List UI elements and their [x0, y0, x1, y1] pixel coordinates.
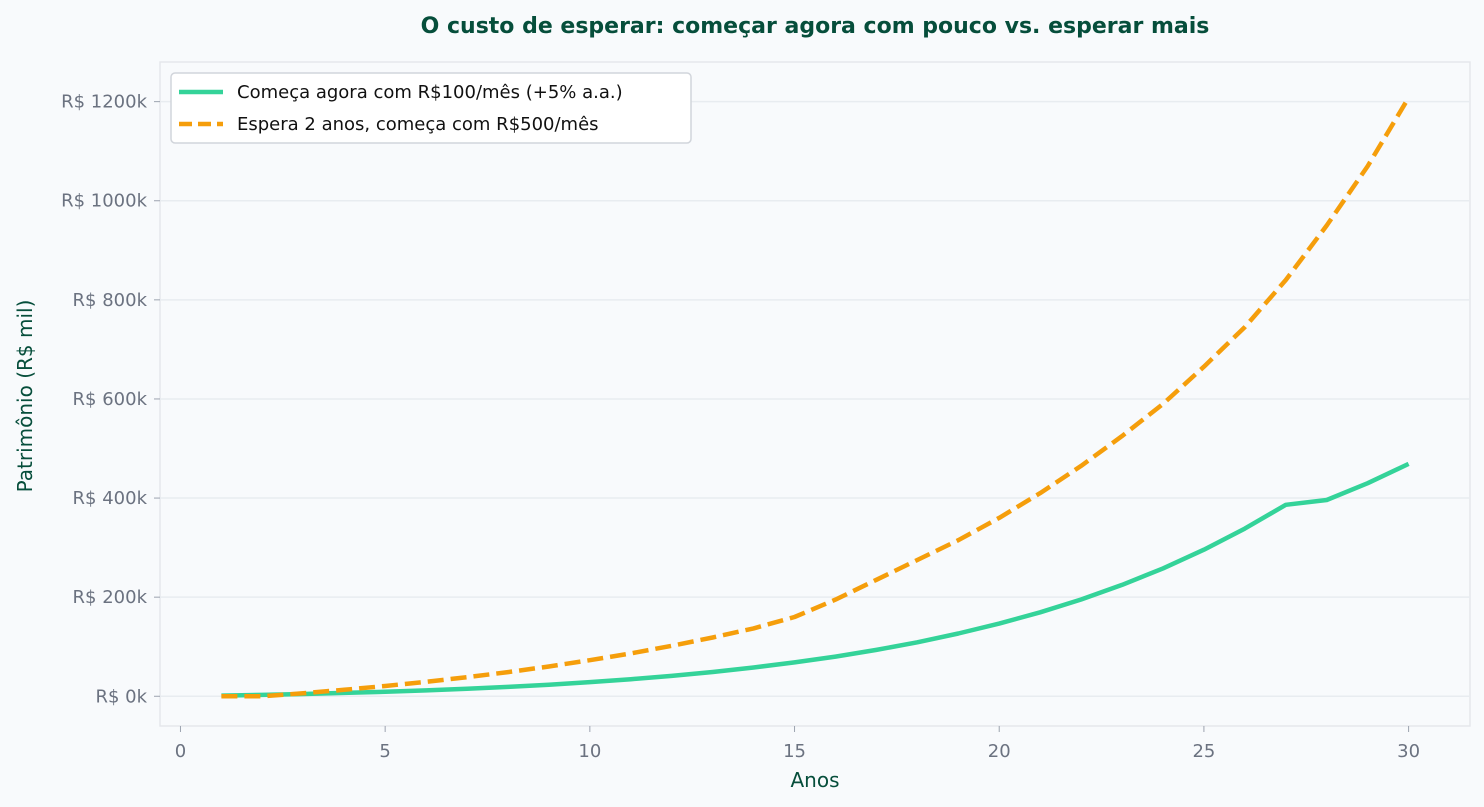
legend-entry-1: Começa agora com R$100/mês (+5% a.a.) [237, 82, 623, 103]
y-axis-label: Patrimônio (R$ mil) [13, 300, 37, 493]
y-tick-label: R$ 1000k [61, 191, 147, 212]
x-axis-label: Anos [790, 768, 839, 792]
chart-title: O custo de esperar: começar agora com po… [421, 14, 1210, 39]
y-tick-label: R$ 800k [73, 290, 148, 311]
x-tick-label: 0 [175, 741, 186, 762]
y-tick-label: R$ 600k [73, 389, 148, 410]
y-tick-label: R$ 0k [95, 686, 147, 707]
x-tick-label: 5 [379, 741, 390, 762]
legend: Começa agora com R$100/mês (+5% a.a.) Esp… [170, 72, 692, 144]
series-line-2 [221, 96, 1411, 699]
legend-box [170, 72, 692, 144]
x-tick-label: 25 [1192, 741, 1215, 762]
legend-entry-2: Espera 2 anos, começa com R$500/mês [237, 114, 599, 135]
y-tick-label: R$ 1200k [61, 92, 147, 113]
series-line-1 [221, 461, 1410, 698]
x-tick-label: 20 [988, 741, 1011, 762]
plot-area: R$ 0k R$ 200k R$ 400k R$ 600k R$ 800k R$ 1000… [61, 61, 1471, 762]
y-tick-label: R$ 200k [73, 587, 148, 608]
y-tick-label: R$ 400k [73, 488, 148, 509]
x-tick-label: 10 [578, 741, 601, 762]
x-tick-label: 30 [1397, 741, 1420, 762]
plot-frame [159, 61, 1471, 727]
x-tick-label: 15 [783, 741, 806, 762]
